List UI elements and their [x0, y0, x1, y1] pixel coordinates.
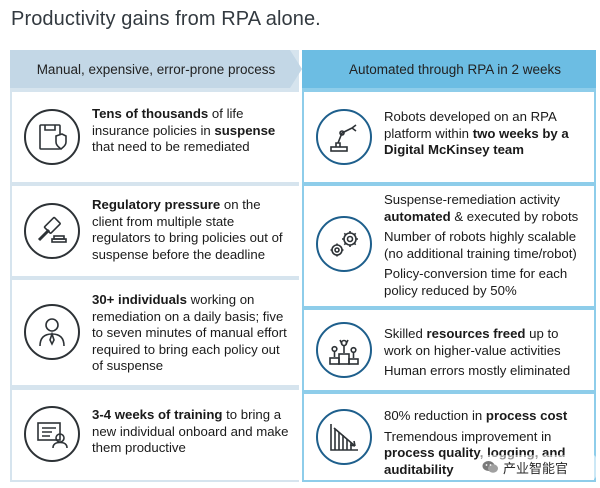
- watermark: 产业智能官: [478, 455, 596, 479]
- paragraph: Robots developed on an RPA platform with…: [384, 109, 569, 157]
- watermark-text: 产业智能官: [503, 461, 569, 477]
- left-row-text: 3-4 weeks of training to bring a new ind…: [92, 407, 289, 455]
- podium-people-icon: [316, 322, 372, 378]
- left-row-suspense: Tens of thousands of life insurance poli…: [12, 92, 299, 182]
- paragraph: Suspense-remediation activity automated …: [384, 192, 579, 224]
- gears-icon: [316, 216, 372, 272]
- left-row-training: 3-4 weeks of training to bring a new ind…: [12, 390, 299, 480]
- right-row-text: Skilled resources freed up to work on hi…: [384, 326, 588, 384]
- left-row-individuals: 30+ individuals working on remediation o…: [12, 280, 299, 385]
- left-row-text: Tens of thousands of life insurance poli…: [92, 106, 276, 154]
- right-column-header: Automated through RPA in 2 weeks: [302, 50, 596, 88]
- right-row-cost: 80% reduction in process cost Tremendous …: [304, 394, 594, 480]
- robot-arm-icon: [316, 109, 372, 165]
- paragraph: Skilled resources freed up to work on hi…: [384, 326, 561, 358]
- folder-shield-icon: [24, 109, 80, 165]
- right-row-resources: Skilled resources freed up to work on hi…: [304, 310, 594, 390]
- right-row-text: Suspense-remediation activity automated …: [384, 192, 588, 303]
- left-row-regulatory: Regulatory pressure on the client from m…: [12, 186, 299, 276]
- right-row-text: 80% reduction in process cost Tremendous …: [384, 408, 588, 482]
- right-row-robots: Robots developed on an RPA platform with…: [304, 92, 594, 182]
- right-row-automation: Suspense-remediation activity automated …: [304, 186, 594, 306]
- paragraph: Human errors mostly eliminated: [384, 363, 571, 378]
- paragraph: Number of robots highly scalable (no add…: [384, 229, 577, 261]
- declining-chart-icon: [316, 409, 372, 465]
- page-title: Productivity gains from RPA alone.: [11, 8, 321, 30]
- paragraph: Policy-conversion time for each policy r…: [384, 266, 568, 298]
- left-column-header: Manual, expensive, error-prone process: [10, 50, 302, 88]
- person-icon: [24, 304, 80, 360]
- left-row-text: Regulatory pressure on the client from m…: [92, 197, 283, 262]
- wechat-icon: [482, 461, 498, 473]
- paragraph: Tremendous improvement in process qualit…: [384, 428, 566, 477]
- left-row-text: 30+ individuals working on remediation o…: [92, 292, 287, 373]
- training-icon: [24, 406, 80, 462]
- gavel-icon: [24, 203, 80, 259]
- right-row-text: Robots developed on an RPA platform with…: [384, 109, 588, 163]
- paragraph: 80% reduction in process cost: [384, 408, 568, 423]
